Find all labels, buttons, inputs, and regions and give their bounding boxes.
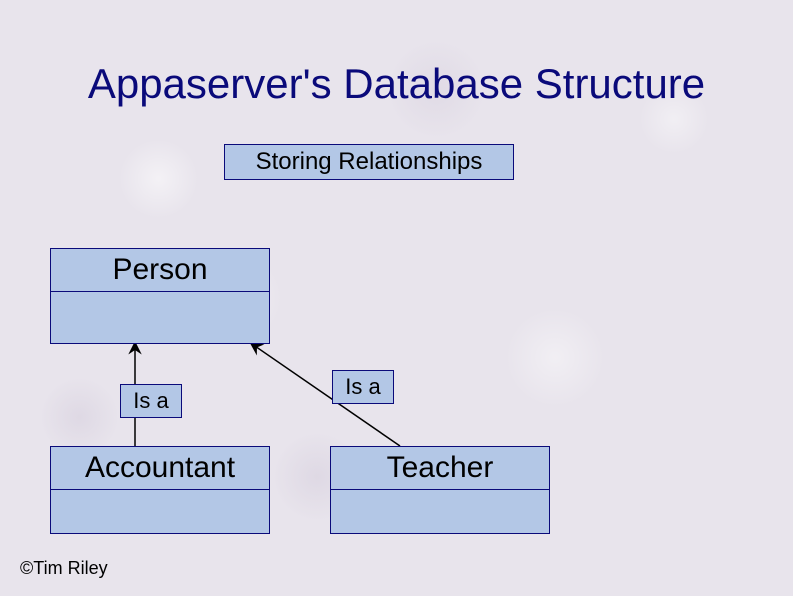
entity-person-header: Person xyxy=(50,248,270,292)
isa-label-right: Is a xyxy=(332,370,394,404)
isa-label-left: Is a xyxy=(120,384,182,418)
copyright: ©Tim Riley xyxy=(20,558,108,579)
subtitle-box: Storing Relationships xyxy=(224,144,514,180)
page-title: Appaserver's Database Structure xyxy=(0,60,793,108)
entity-person-label: Person xyxy=(112,253,207,287)
entity-person: Person xyxy=(50,248,270,344)
entity-accountant-label: Accountant xyxy=(85,451,235,485)
isa-label-right-text: Is a xyxy=(345,374,380,400)
subtitle-text: Storing Relationships xyxy=(256,148,483,176)
entity-teacher-body xyxy=(330,490,550,534)
entity-teacher: Teacher xyxy=(330,446,550,534)
entity-accountant-header: Accountant xyxy=(50,446,270,490)
entity-accountant: Accountant xyxy=(50,446,270,534)
entity-accountant-body xyxy=(50,490,270,534)
entity-person-body xyxy=(50,292,270,344)
entity-teacher-label: Teacher xyxy=(387,451,494,485)
entity-teacher-header: Teacher xyxy=(330,446,550,490)
isa-label-left-text: Is a xyxy=(133,388,168,414)
